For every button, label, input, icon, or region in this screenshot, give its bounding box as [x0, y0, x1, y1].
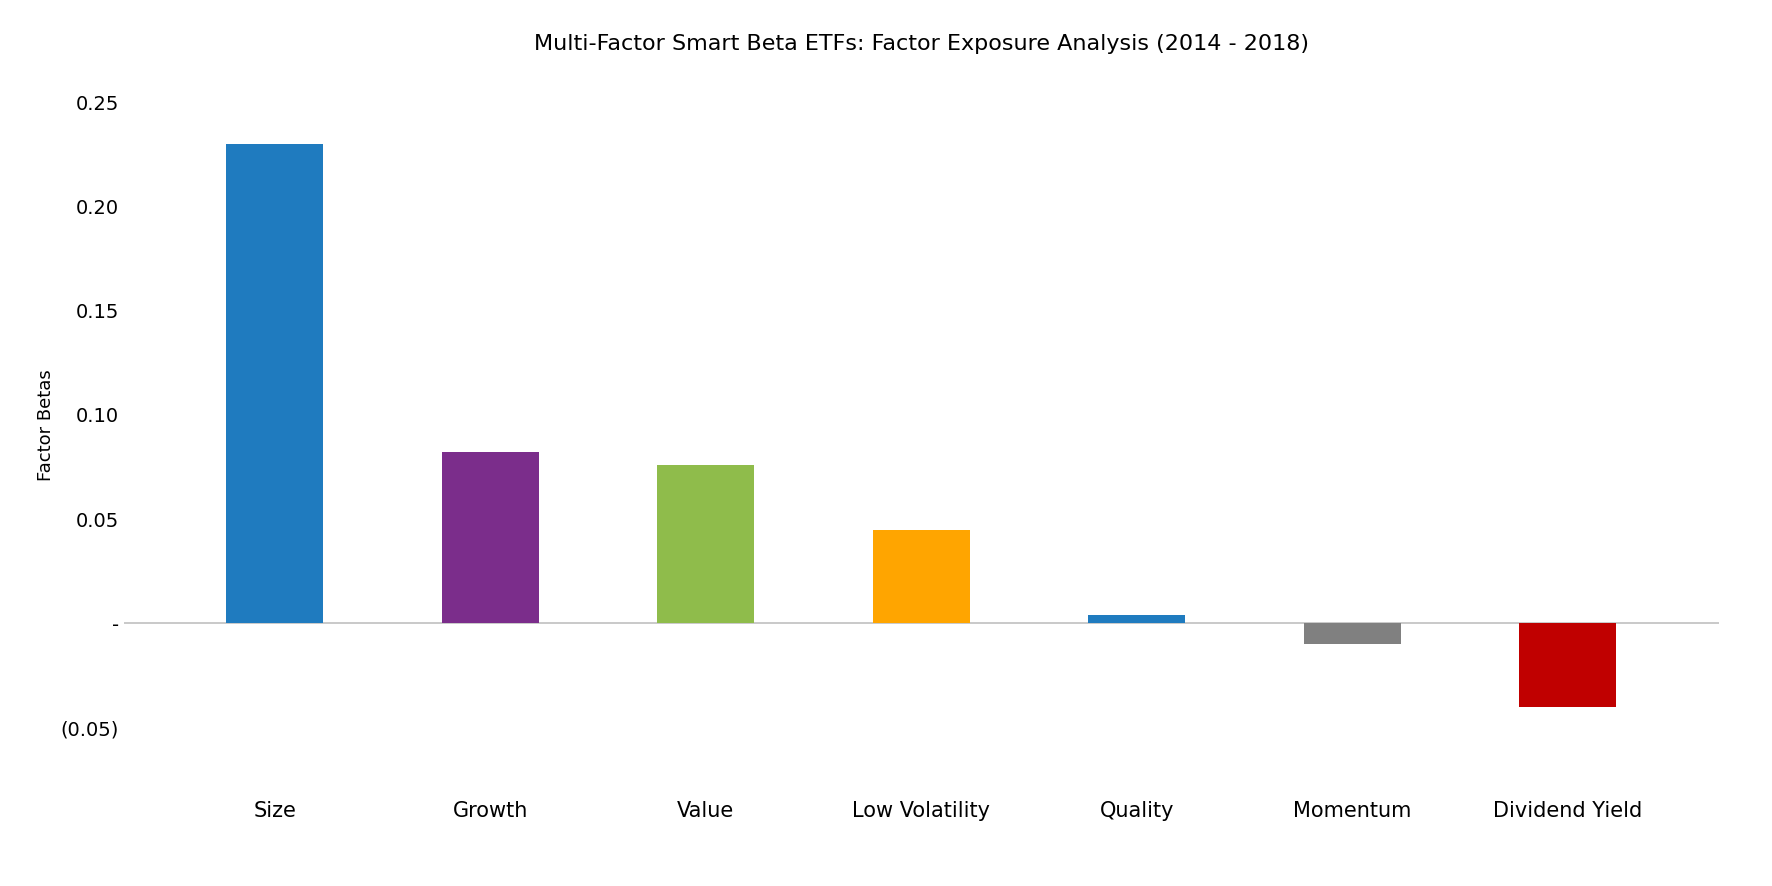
Bar	[1519, 624, 1616, 707]
Bar	[1304, 624, 1402, 644]
Y-axis label: Factor Betas: Factor Betas	[37, 369, 55, 481]
Bar	[1088, 615, 1185, 624]
Bar	[657, 465, 755, 624]
Bar	[227, 144, 323, 624]
Bar	[441, 453, 539, 624]
Bar	[874, 530, 969, 624]
Title: Multi-Factor Smart Beta ETFs: Factor Exposure Analysis (2014 - 2018): Multi-Factor Smart Beta ETFs: Factor Exp…	[533, 34, 1310, 54]
